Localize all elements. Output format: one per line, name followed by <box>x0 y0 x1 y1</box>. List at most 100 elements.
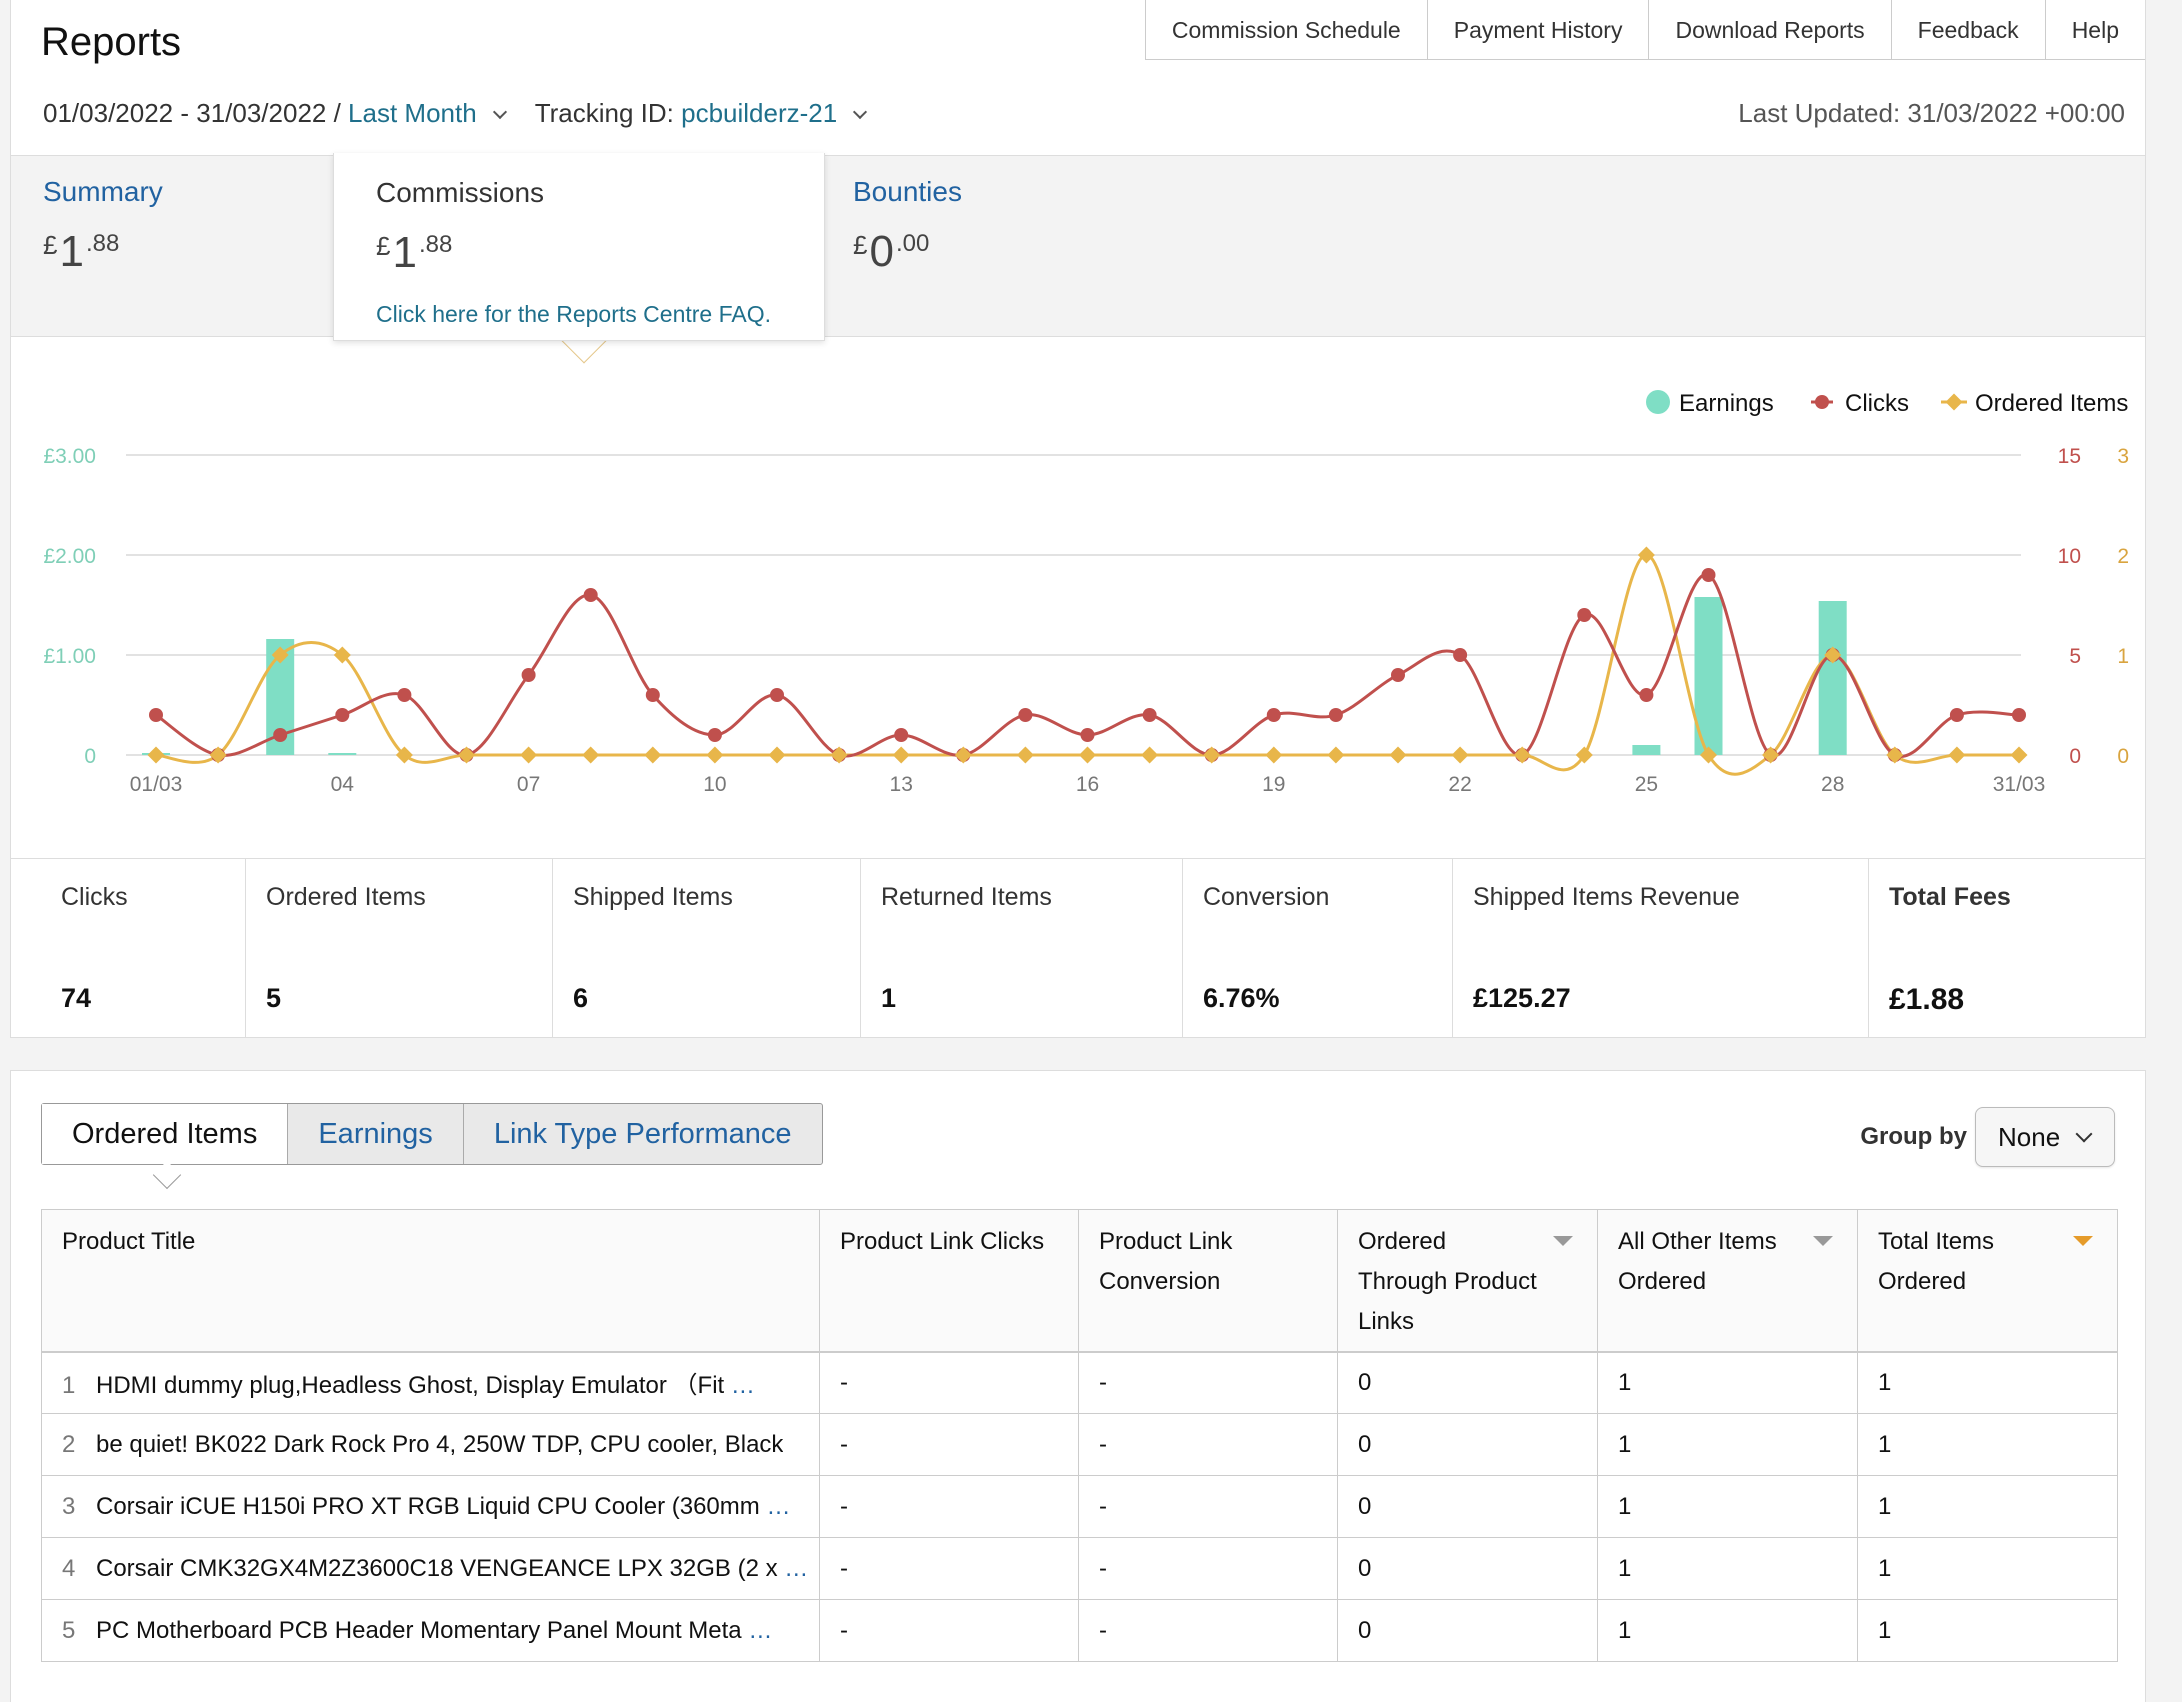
cell-link-conversion: - <box>1078 1537 1338 1600</box>
period-dropdown[interactable]: Last Month <box>348 98 477 128</box>
ordered-items-point <box>1637 546 1655 564</box>
header-total-items-ordered[interactable]: Total Items Ordered <box>1857 1209 2118 1353</box>
x-tick-label: 31/03 <box>1993 773 2046 796</box>
table-row[interactable]: 4 Corsair CMK32GX4M2Z3600C18 VENGEANCE LP… <box>41 1537 2118 1600</box>
nav-help[interactable]: Help <box>2071 17 2119 43</box>
report-tabs: Ordered Items Earnings Link Type Perform… <box>41 1103 823 1165</box>
ellipsis-link[interactable]: … <box>730 1372 755 1400</box>
sort-arrow-icon[interactable] <box>2073 1236 2093 1246</box>
legend-clicks-icon <box>1815 395 1829 409</box>
sort-arrow-icon[interactable] <box>1813 1236 1833 1246</box>
header-label: Total Items Ordered <box>1878 1228 1995 1295</box>
clicks-point <box>1701 568 1716 582</box>
ordered-items-point <box>706 746 724 764</box>
group-by-value: None <box>1998 1122 2061 1152</box>
ordered-items-point <box>147 746 165 764</box>
header-label: Product Title <box>62 1228 196 1255</box>
table-row[interactable]: 5 PC Motherboard PCB Header Momentary Pan… <box>41 1599 2118 1662</box>
nav-feedback[interactable]: Feedback <box>1892 0 2046 59</box>
sort-arrow-icon[interactable] <box>1553 1236 1573 1246</box>
header-label: Product Link Clicks <box>840 1228 1045 1255</box>
clicks-point <box>1266 708 1281 722</box>
ordered-items-point <box>395 746 413 764</box>
earnings-chart: 0 0 0 £1.00 5 1 £2.00 10 2 £3.00 15 3 01/03 04 07 10 13 1… <box>43 390 2129 796</box>
x-tick-label: 22 <box>1448 773 1471 796</box>
nav-commission-schedule[interactable]: Commission Schedule <box>1146 0 1428 59</box>
tracking-id-dropdown[interactable]: pcbuilderz-21 <box>681 98 838 128</box>
header-product-link-conversion[interactable]: Product Link Conversion <box>1078 1209 1338 1353</box>
table-row[interactable]: 1 HDMI dummy plug,Headless Ghost, Display… <box>41 1351 2118 1414</box>
group-by: Group by None <box>1860 1107 2115 1167</box>
product-title-text[interactable]: Corsair CMK32GX4M2Z3600C18 VENGEANCE LPX… <box>96 1554 778 1582</box>
earnings-bar <box>1632 745 1661 755</box>
chevron-down-icon <box>2075 1125 2093 1143</box>
cell-link-conversion: - <box>1078 1351 1338 1414</box>
header-product-title[interactable]: Product Title <box>41 1209 820 1353</box>
table-row[interactable]: 3 Corsair iCUE H150i PRO XT RGB Liquid CP… <box>41 1475 2118 1538</box>
y-clicks-tick: 10 <box>2058 545 2081 568</box>
header-ordered-through-links[interactable]: Ordered Through Product Links <box>1337 1209 1598 1353</box>
clicks-point <box>894 728 909 742</box>
faq-link[interactable]: Click here for the Reports Centre FAQ. <box>376 301 771 327</box>
y-clicks-tick: 5 <box>2069 645 2081 668</box>
x-tick-label: 28 <box>1821 773 1844 796</box>
cell-ordered-through: 0 <box>1337 1599 1598 1662</box>
tab-bounties[interactable]: Bounties £ 0 .00 <box>853 176 962 274</box>
tab-link-type-performance[interactable]: Link Type Performance <box>493 1118 792 1150</box>
metric-label: Conversion <box>1203 883 1330 911</box>
clicks-point <box>1018 708 1033 722</box>
clicks-point <box>521 668 536 682</box>
cell-link-clicks: - <box>819 1413 1079 1476</box>
product-title-text[interactable]: Corsair iCUE H150i PRO XT RGB Liquid CPU… <box>96 1492 760 1520</box>
ellipsis-link[interactable]: … <box>748 1616 773 1644</box>
cell-other-items: 1 <box>1597 1351 1858 1414</box>
ellipsis-link[interactable]: … <box>766 1492 791 1520</box>
tab-ordered-items[interactable]: Ordered Items <box>42 1104 289 1164</box>
product-title-text[interactable]: PC Motherboard PCB Header Momentary Pane… <box>96 1616 742 1644</box>
row-index: 1 <box>62 1372 76 1400</box>
tab-commissions[interactable]: Commissions £ 1 .88 Click here for the R… <box>333 153 825 341</box>
y-left-tick: £2.00 <box>43 545 96 568</box>
metric-value: £125.27 <box>1473 983 1571 1013</box>
header-label: All Other Items Ordered <box>1618 1228 1777 1295</box>
ordered-items-point <box>954 746 972 764</box>
cell-other-items: 1 <box>1597 1475 1858 1538</box>
clicks-point <box>1080 728 1095 742</box>
ordered-items-point <box>1203 746 1221 764</box>
nav-download-reports[interactable]: Download Reports <box>1649 0 1892 59</box>
header-all-other-items[interactable]: All Other Items Ordered <box>1597 1209 1858 1353</box>
y-items-tick: 0 <box>2117 745 2129 768</box>
tab-summary[interactable]: Summary £ 1 .88 <box>43 176 163 274</box>
legend-items-icon <box>1945 393 1963 411</box>
x-tick-label: 07 <box>517 773 540 796</box>
nav-payment-history[interactable]: Payment History <box>1428 0 1650 59</box>
y-items-tick: 1 <box>2117 645 2129 668</box>
ellipsis-link[interactable]: … <box>784 1554 809 1582</box>
last-updated: Last Updated: 31/03/2022 +00:00 <box>1738 98 2125 128</box>
clicks-point <box>1453 648 1468 662</box>
table-row[interactable]: 2 be quiet! BK022 Dark Rock Pro 4, 250W T… <box>41 1413 2118 1476</box>
group-by-select[interactable]: None <box>1975 1107 2115 1167</box>
metric-returned-items: Returned Items 1 <box>861 859 1183 1038</box>
header-product-link-clicks[interactable]: Product Link Clicks <box>819 1209 1079 1353</box>
ordered-items-point <box>1886 746 1904 764</box>
currency-symbol: £ <box>853 230 868 260</box>
clicks-point <box>583 588 598 602</box>
ordered-items-point <box>209 746 227 764</box>
ordered-items-point <box>1079 746 1096 764</box>
ordered-items-point <box>1451 746 1469 764</box>
product-title-text[interactable]: be quiet! BK022 Dark Rock Pro 4, 250W TD… <box>96 1430 784 1458</box>
commissions-amount: £ 1 .88 <box>376 231 824 275</box>
ordered-items-point <box>458 746 475 764</box>
y-items-tick: 3 <box>2117 445 2129 468</box>
chevron-down-icon[interactable] <box>492 104 507 119</box>
tab-earnings[interactable]: Earnings <box>288 1104 464 1164</box>
ordered-items-point <box>1824 646 1842 664</box>
product-title-text[interactable]: HDMI dummy plug,Headless Ghost, Display … <box>96 1372 725 1400</box>
cell-link-clicks: - <box>819 1537 1079 1600</box>
cell-total-items: 1 <box>1857 1413 2118 1476</box>
chevron-down-icon[interactable] <box>853 104 868 119</box>
metric-ordered-items: Ordered Items 5 <box>246 859 553 1038</box>
ordered-items-point <box>1948 746 1966 764</box>
legend-earnings-icon <box>1646 390 1670 414</box>
